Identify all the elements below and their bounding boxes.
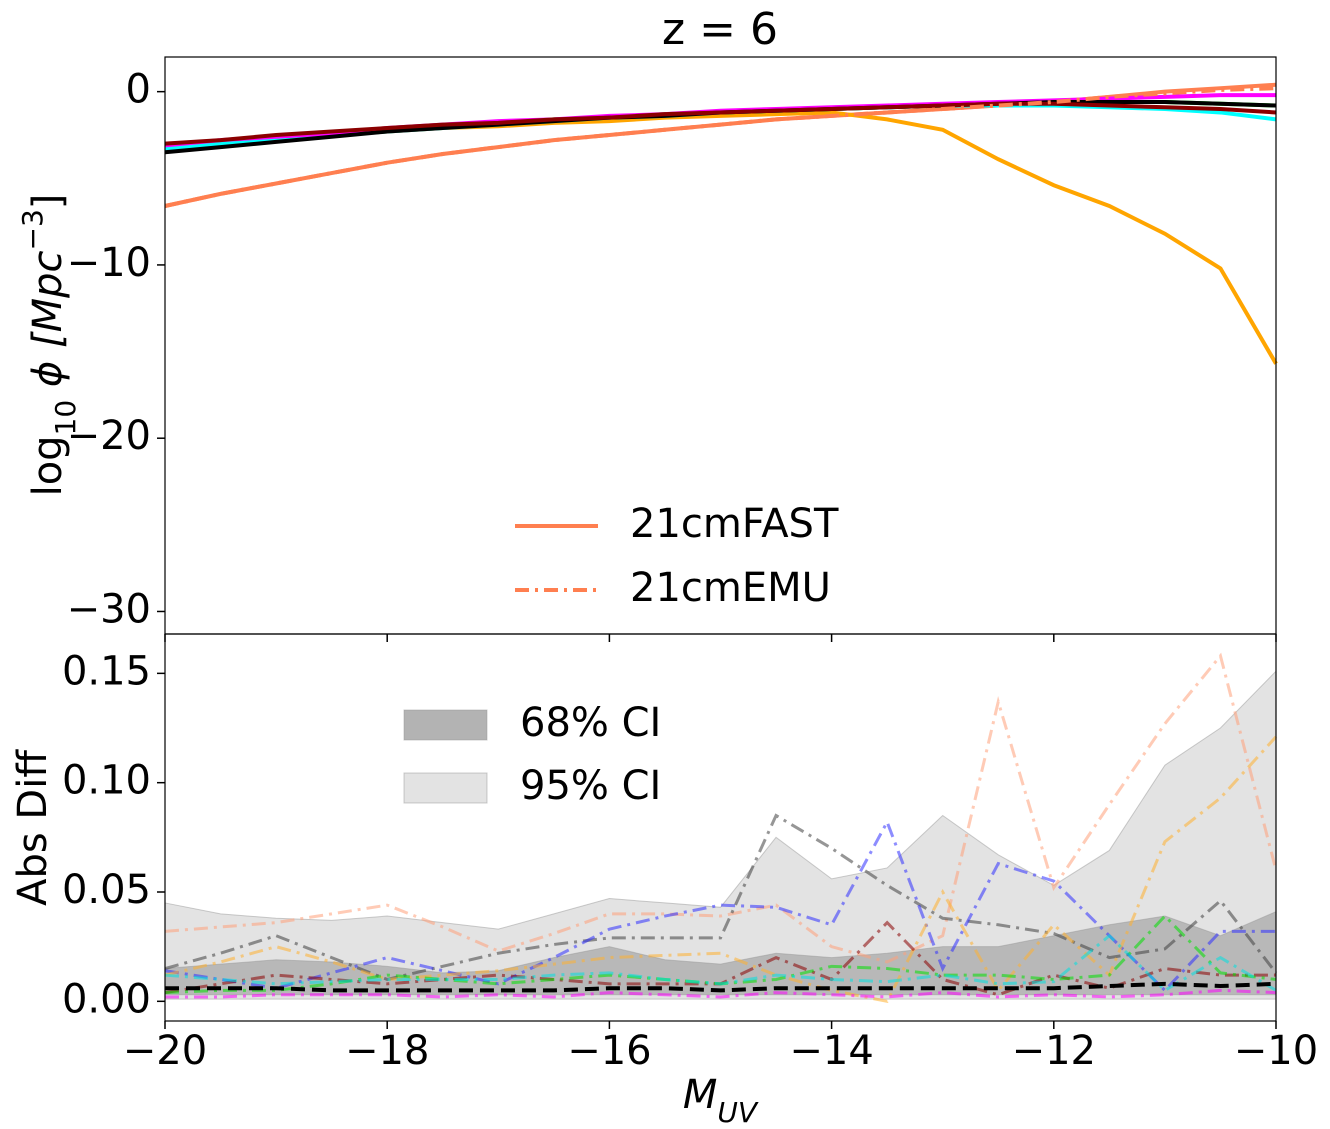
y-tick-label: 0.00 xyxy=(62,976,151,1022)
x-tick-label: −10 xyxy=(1234,1028,1318,1074)
series-line xyxy=(165,981,1277,993)
series-line xyxy=(164,818,1276,993)
y-tick-label: −30 xyxy=(67,586,151,632)
y-tick-label: 0.10 xyxy=(62,758,151,804)
x-label-part: M xyxy=(683,1072,718,1118)
y-tick-label: 0.05 xyxy=(62,867,151,913)
y-label-part: 10 xyxy=(49,400,82,436)
chart-title: z = 6 xyxy=(662,4,778,55)
series-line xyxy=(164,652,1278,964)
y-tick-label: −10 xyxy=(67,240,151,286)
x-label-part: UV xyxy=(717,1096,758,1129)
y-label-part: log xyxy=(25,435,71,496)
x-tick-label: −20 xyxy=(123,1028,207,1074)
x-tick-label: −12 xyxy=(1012,1028,1096,1074)
y-axis-label: Abs Diff xyxy=(10,749,56,906)
x-tick-label: −18 xyxy=(345,1028,429,1074)
x-axis-label: MUV xyxy=(683,1072,759,1129)
plot-frame xyxy=(164,56,1277,635)
y-axis-label: log10 ϕ [Mpc−3] xyxy=(16,194,82,497)
legend-swatch xyxy=(403,709,488,741)
series-line xyxy=(164,110,1278,365)
series-line xyxy=(164,933,1277,993)
x-tick-label: −16 xyxy=(567,1028,651,1074)
series-line xyxy=(165,988,1277,999)
legend-label: 95% CI xyxy=(520,763,661,809)
legend-swatch xyxy=(403,772,488,804)
x-tick-label: −14 xyxy=(789,1028,873,1074)
y-tick-label: −20 xyxy=(67,413,151,459)
series-line xyxy=(164,86,1277,208)
legend-label: 21cmEMU xyxy=(630,565,831,611)
y-label-part: −3 xyxy=(16,209,49,250)
plot-frame xyxy=(164,633,1277,1022)
y-tick-label: 0 xyxy=(126,67,151,113)
y-label-part: ] xyxy=(25,194,71,210)
y-label-part: ϕ [Mpc xyxy=(25,250,71,399)
series-line xyxy=(164,101,1277,146)
y-tick-label: 0.15 xyxy=(62,648,151,694)
series-line xyxy=(164,735,1278,1004)
legend-label: 21cmFAST xyxy=(630,501,839,547)
legend-label: 68% CI xyxy=(520,700,661,746)
